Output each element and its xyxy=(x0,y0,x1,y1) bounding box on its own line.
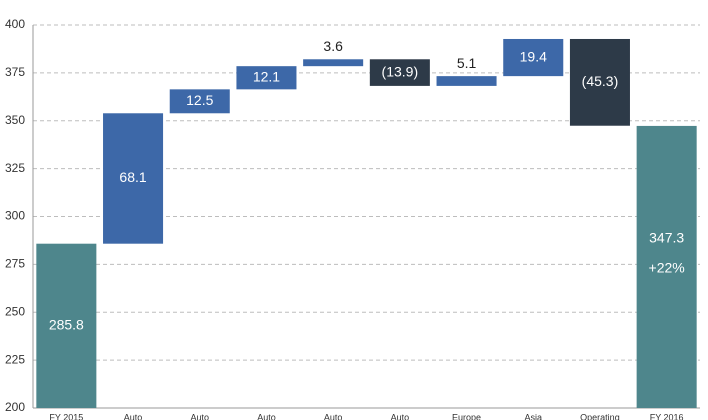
bar xyxy=(436,76,497,86)
x-tick-label: Operating xyxy=(580,412,620,420)
bar xyxy=(636,125,697,408)
bar-label: 285.8 xyxy=(49,317,84,333)
bar-label: 12.1 xyxy=(253,68,280,84)
x-tick-label: Auto xyxy=(190,412,209,420)
y-tick-label: 375 xyxy=(5,65,25,79)
y-tick-label: 250 xyxy=(5,304,25,318)
x-tick-label: Auto xyxy=(124,412,143,420)
bar-label: 12.5 xyxy=(186,92,213,108)
bar-label: 19.4 xyxy=(520,48,547,64)
bar-label: 347.3 xyxy=(649,229,684,245)
y-tick-label: 275 xyxy=(5,257,25,271)
bar-label: 68.1 xyxy=(119,169,146,185)
bar-label: 5.1 xyxy=(457,55,477,71)
bar xyxy=(36,243,97,408)
y-tick-label: 200 xyxy=(5,400,25,414)
y-tick-label: 350 xyxy=(5,113,25,127)
bar xyxy=(303,59,364,67)
bar xyxy=(103,113,164,244)
bar xyxy=(503,38,564,77)
x-tick-label: Europe xyxy=(452,412,481,420)
bar xyxy=(569,38,630,126)
bar-label: (13.9) xyxy=(382,63,419,79)
y-tick-label: 325 xyxy=(5,161,25,175)
x-tick-label: Asia xyxy=(524,412,542,420)
y-tick-label: 300 xyxy=(5,209,25,223)
x-tick-label: FY 2016 xyxy=(650,412,684,420)
annotation: +22% xyxy=(649,259,685,275)
x-tick-label: Auto xyxy=(257,412,276,420)
x-tick-label: Auto xyxy=(324,412,343,420)
x-tick-label: Auto xyxy=(391,412,410,420)
bar xyxy=(169,89,230,114)
bar-label: 3.6 xyxy=(323,38,343,54)
y-tick-label: 400 xyxy=(5,17,25,31)
x-tick-label: FY 2015 xyxy=(49,412,83,420)
bar-label: (45.3) xyxy=(582,73,619,89)
bar xyxy=(236,66,297,90)
bar xyxy=(369,59,430,86)
y-tick-label: 225 xyxy=(5,352,25,366)
